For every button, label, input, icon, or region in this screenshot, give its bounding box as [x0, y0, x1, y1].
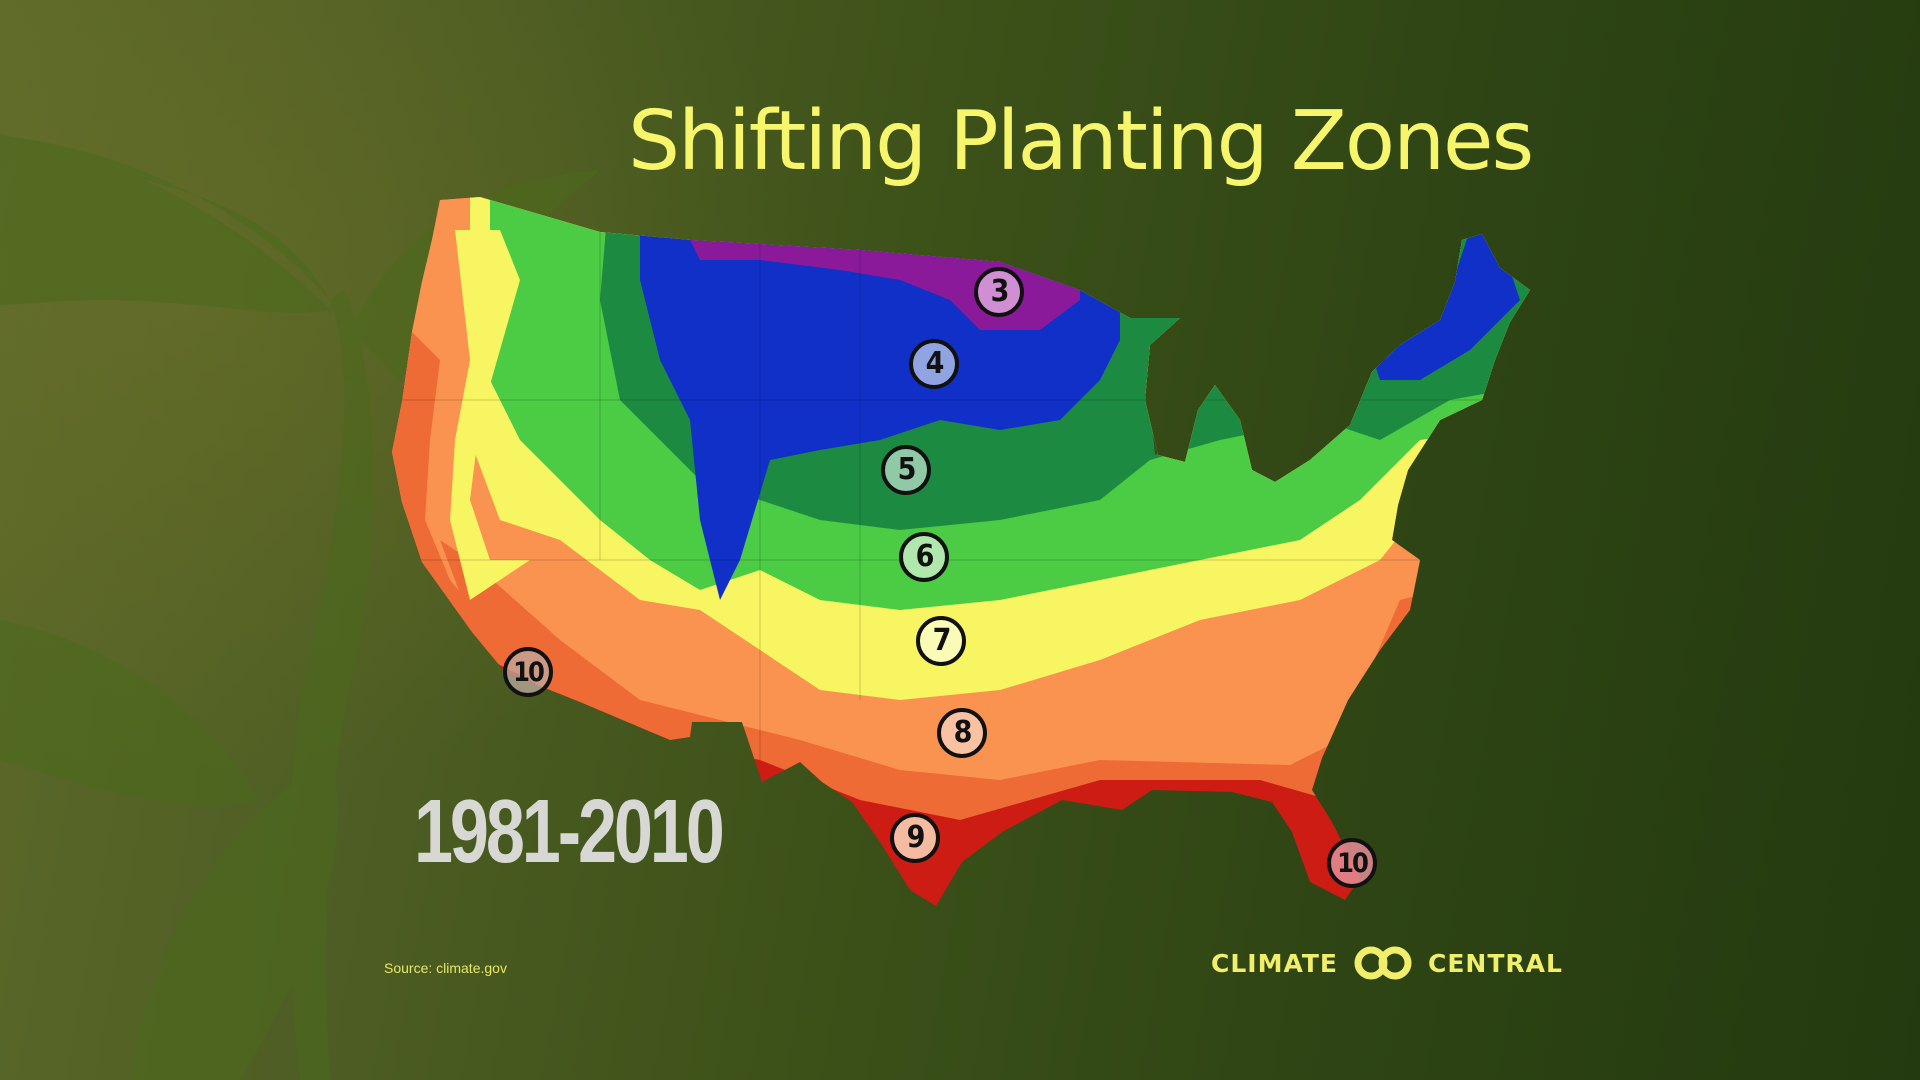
climate-central-logo: CLIMATE CENTRAL — [1211, 946, 1563, 980]
interlocking-rings-icon — [1348, 946, 1418, 980]
page-title: Shifting Planting Zones — [628, 94, 1534, 189]
zone-marker-5: 5 — [881, 445, 931, 495]
zone-marker-10: 10 — [1327, 838, 1377, 888]
zone-marker-9: 9 — [890, 813, 940, 863]
zone-marker-4: 4 — [909, 339, 959, 389]
zone-marker-8: 8 — [937, 708, 987, 758]
source-credit: Source: climate.gov — [384, 960, 507, 976]
logo-text-right: CENTRAL — [1428, 948, 1563, 978]
zone-marker-3: 3 — [974, 267, 1024, 317]
zone-marker-10: 10 — [503, 647, 553, 697]
period-label: 1981-2010 — [414, 782, 725, 882]
zone-marker-7: 7 — [916, 616, 966, 666]
zone-marker-6: 6 — [899, 532, 949, 582]
logo-text-left: CLIMATE — [1211, 948, 1338, 978]
